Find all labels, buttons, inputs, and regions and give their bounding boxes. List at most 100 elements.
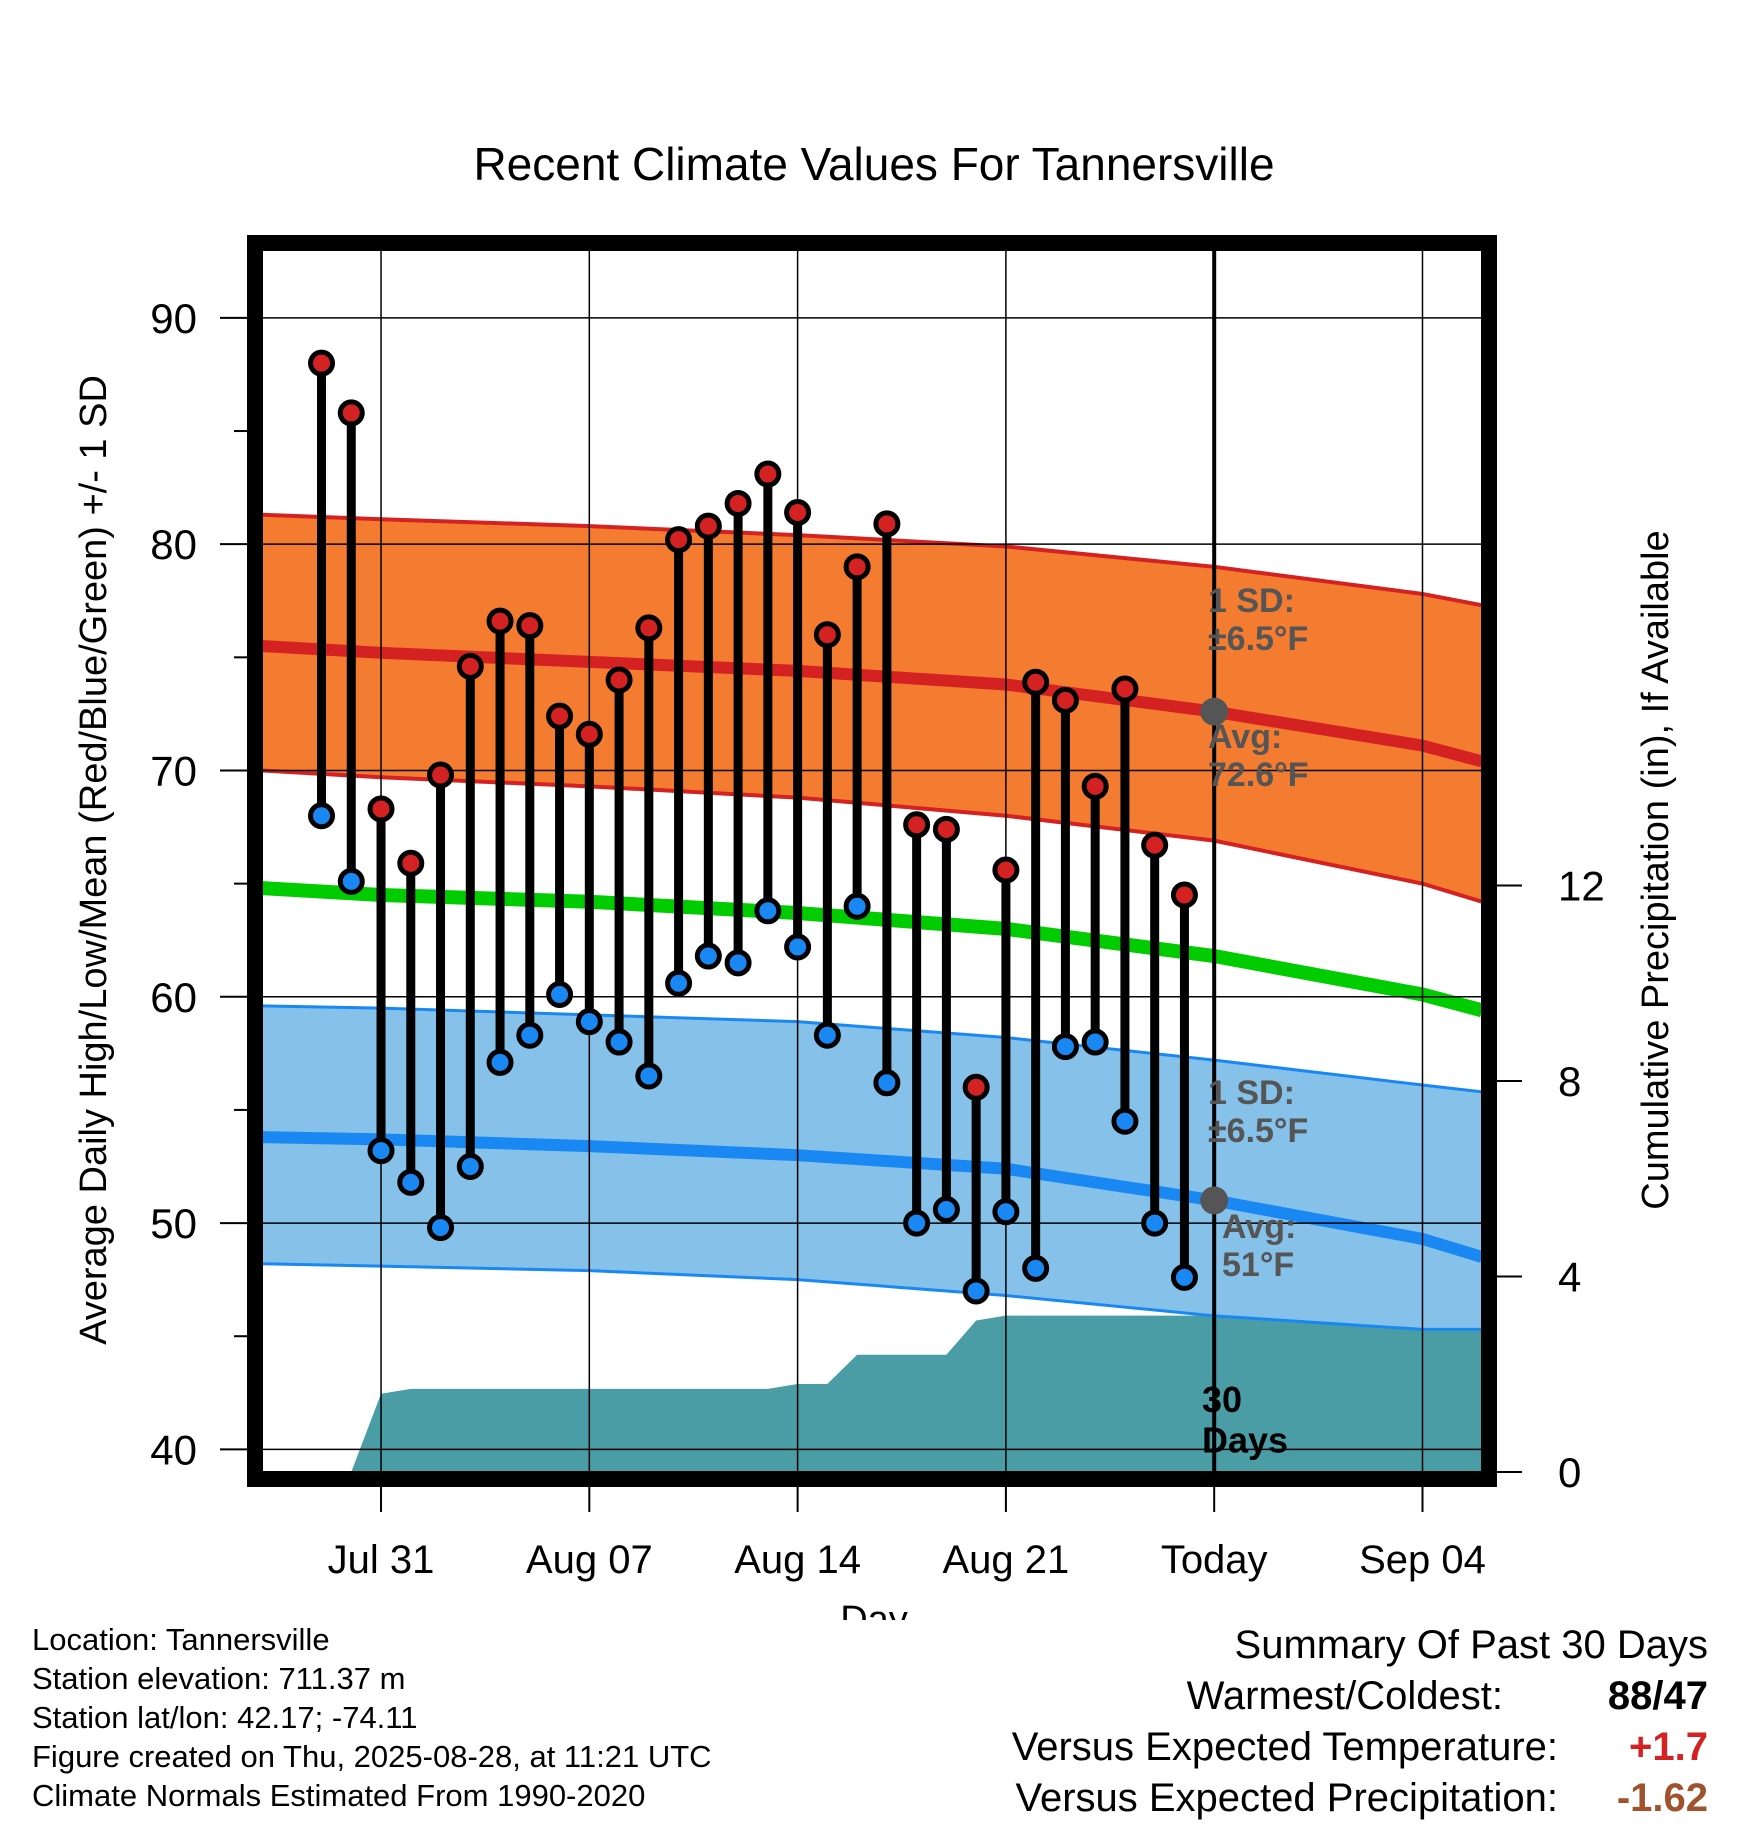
today-avg-low-marker — [1200, 1186, 1229, 1215]
daily-high-point — [1022, 668, 1050, 696]
today-avg-high-marker — [1200, 697, 1229, 726]
daily-high-point — [337, 399, 365, 427]
daily-low-point — [337, 867, 365, 895]
daily-low-point — [903, 1209, 931, 1237]
y-tick-label: 80 — [150, 521, 197, 568]
daily-high-point — [367, 795, 395, 823]
warmest-coldest-value: 88/47 — [1607, 1674, 1708, 1718]
daily-low-point — [427, 1214, 455, 1242]
y-tick-label: 50 — [150, 1200, 197, 1247]
daily-low-point — [694, 942, 722, 970]
daily-high-point — [575, 720, 603, 748]
temperature-label: Versus Expected Temperature: — [1011, 1725, 1558, 1769]
daily-low-point — [605, 1028, 633, 1056]
daily-low-point — [486, 1048, 514, 1076]
x-tick-label: Aug 21 — [943, 1538, 1070, 1582]
avg-high-line — [262, 640, 1482, 768]
daily-low-point — [308, 802, 336, 830]
x-tick-label: Jul 31 — [328, 1538, 435, 1582]
daily-low-point — [1081, 1028, 1109, 1056]
daily-high-point — [694, 512, 722, 540]
avg-mean-line — [262, 881, 1482, 1018]
daily-high-point — [932, 815, 960, 843]
daily-low-point — [992, 1198, 1020, 1226]
daily-high-point — [456, 652, 484, 680]
summary-title: Summary Of Past 30 Days — [1234, 1623, 1708, 1667]
y-tick-label: 60 — [150, 974, 197, 1021]
daily-high-point — [486, 607, 514, 635]
daily-high-point — [724, 489, 752, 517]
chart-title: Recent Climate Values For Tannersville — [473, 138, 1274, 190]
daily-low-point — [665, 969, 693, 997]
daily-low-point — [873, 1069, 901, 1097]
daily-low-point — [932, 1195, 960, 1223]
daily-low-point — [397, 1168, 425, 1196]
temperature-value: +1.7 — [1629, 1725, 1708, 1769]
daily-low-point — [1141, 1209, 1169, 1237]
y-tick-label: 40 — [150, 1426, 197, 1473]
y-tick-label: 70 — [150, 747, 197, 794]
daily-high-point — [754, 460, 782, 488]
daily-high-point — [903, 811, 931, 839]
low-sd-lower-line — [262, 1262, 1482, 1331]
high-sd-band — [262, 514, 1482, 902]
daily-low-point — [546, 981, 574, 1009]
daily-high-point — [397, 849, 425, 877]
y-right-tick-label: 4 — [1558, 1253, 1581, 1300]
daily-high-point — [784, 499, 812, 527]
y-right-tick-label: 0 — [1558, 1449, 1581, 1496]
data-marks: 1 SD: ±6.5°F Avg: 72.6°F 1 SD: ±6.5°F Avg: 51°F… — [308, 250, 1309, 1472]
avg-low-line — [262, 1131, 1482, 1263]
x-tick-label: Sep 04 — [1359, 1538, 1486, 1582]
daily-low-point — [843, 892, 871, 920]
daily-low-point — [635, 1062, 663, 1090]
daily-low-point — [1051, 1033, 1079, 1061]
days-annotation: 30 Days — [1202, 1379, 1288, 1460]
daily-high-point — [308, 349, 336, 377]
x-tick-label: Aug 14 — [734, 1538, 861, 1582]
figure-created: Figure created on Thu, 2025-08-28, at 11… — [32, 1739, 712, 1774]
x-tick-label: Today — [1161, 1538, 1268, 1582]
daily-low-point — [724, 949, 752, 977]
high-sd-lower-line — [262, 768, 1482, 904]
warmest-coldest-label: Warmest/Coldest: — [1186, 1674, 1503, 1718]
low-sd-upper-line — [262, 1004, 1482, 1094]
daily-low-point — [575, 1008, 603, 1036]
low-avg-annotation: Avg: 51°F — [1222, 1208, 1296, 1284]
axes: 40 50 60 70 80 90 0 4 8 12 Jul 31 Aug 07 Aug 14 Aug 2… — [150, 295, 1604, 1582]
station-location: Location: Tannersville — [32, 1622, 330, 1657]
daily-high-point — [427, 761, 455, 789]
precip-area — [351, 1315, 1482, 1472]
daily-high-point — [1170, 881, 1198, 909]
y-axis-label-left: Average Daily High/Low/Mean (Red/Blue/Gr… — [73, 375, 115, 1345]
daily-low-point — [1170, 1263, 1198, 1291]
climate-chart: Recent Climate Values For Tannersville 1… — [73, 138, 1677, 1620]
daily-high-point — [605, 666, 633, 694]
precipitation-label: Versus Expected Precipitation: — [1015, 1776, 1558, 1820]
y-right-tick-label: 8 — [1558, 1058, 1581, 1105]
daily-low-point — [784, 933, 812, 961]
daily-high-point — [546, 702, 574, 730]
daily-high-point — [635, 614, 663, 642]
daily-high-point — [1141, 831, 1169, 859]
climate-normals-period: Climate Normals Estimated From 1990-2020 — [32, 1778, 646, 1813]
high-avg-annotation: Avg: 72.6°F — [1208, 718, 1309, 794]
precipitation-value: -1.62 — [1616, 1776, 1708, 1820]
low-sd-band — [262, 1005, 1482, 1330]
x-tick-label: Aug 07 — [526, 1538, 653, 1582]
daily-low-point — [754, 897, 782, 925]
plot-area — [262, 512, 1482, 1472]
station-elevation: Station elevation: 711.37 m — [32, 1661, 406, 1696]
plot-frame — [247, 235, 1497, 1487]
daily-low-point — [1111, 1107, 1139, 1135]
daily-low-point — [516, 1021, 544, 1049]
daily-low-point — [1022, 1254, 1050, 1282]
daily-low-point — [813, 1021, 841, 1049]
y-axis-label-right: Cumulative Precipitation (in), If Availa… — [1635, 530, 1677, 1209]
daily-high-point — [1081, 772, 1109, 800]
daily-low-point — [367, 1137, 395, 1165]
summary-panel: Summary Of Past 30 Days Warmest/Coldest:… — [808, 1620, 1708, 1824]
daily-high-point — [992, 856, 1020, 884]
daily-high-point — [873, 510, 901, 538]
daily-high-point — [813, 621, 841, 649]
